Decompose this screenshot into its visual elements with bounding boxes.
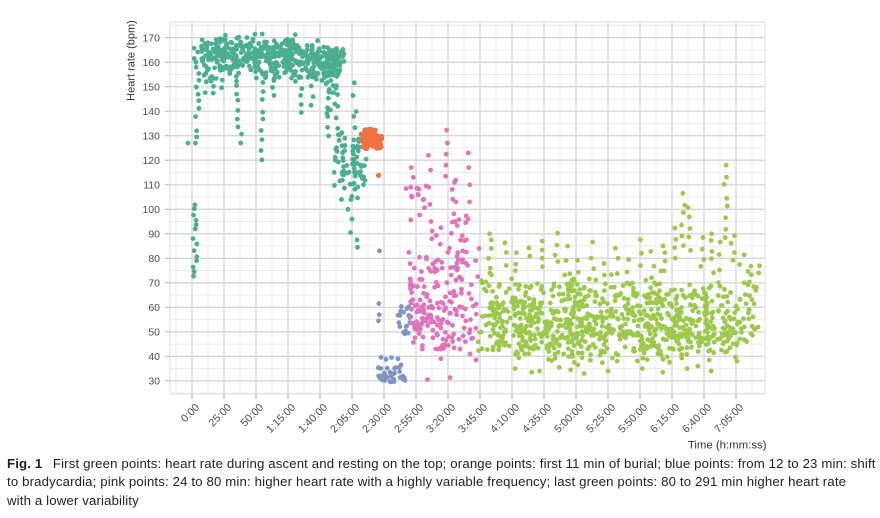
svg-text:140: 140 [142, 106, 160, 118]
svg-text:5:25:00: 5:25:00 [584, 402, 618, 436]
svg-text:25:00: 25:00 [207, 402, 235, 430]
svg-text:3:20:00: 3:20:00 [424, 402, 458, 436]
svg-text:2:55:00: 2:55:00 [392, 402, 426, 436]
svg-text:Time (h:mm:ss): Time (h:mm:ss) [688, 440, 767, 452]
svg-text:160: 160 [142, 57, 160, 69]
svg-text:4:35:00: 4:35:00 [520, 402, 554, 436]
svg-text:2:30:00: 2:30:00 [360, 402, 394, 436]
svg-text:50: 50 [148, 326, 160, 338]
svg-text:1:15:00: 1:15:00 [264, 402, 298, 436]
svg-text:Heart rate (bpm): Heart rate (bpm) [126, 20, 138, 101]
svg-text:0:00: 0:00 [179, 402, 202, 425]
svg-text:120: 120 [142, 155, 160, 167]
svg-text:70: 70 [148, 277, 160, 289]
svg-text:1:40:00: 1:40:00 [296, 402, 330, 436]
svg-text:5:00:00: 5:00:00 [552, 402, 586, 436]
svg-text:30: 30 [148, 375, 160, 387]
svg-text:100: 100 [142, 204, 160, 216]
svg-text:50:00: 50:00 [239, 402, 267, 430]
svg-text:6:15:00: 6:15:00 [648, 402, 682, 436]
svg-text:80: 80 [148, 253, 160, 265]
svg-text:5:50:00: 5:50:00 [616, 402, 650, 436]
svg-text:2:05:00: 2:05:00 [328, 402, 362, 436]
svg-text:60: 60 [148, 302, 160, 314]
svg-text:130: 130 [142, 130, 160, 142]
svg-text:170: 170 [142, 32, 160, 44]
svg-text:110: 110 [143, 179, 160, 191]
svg-text:90: 90 [148, 228, 160, 240]
svg-text:40: 40 [148, 351, 160, 363]
svg-text:7:05:00: 7:05:00 [712, 402, 746, 436]
svg-text:3:45:00: 3:45:00 [456, 402, 490, 436]
svg-text:6:40:00: 6:40:00 [680, 402, 714, 436]
svg-text:150: 150 [142, 81, 160, 93]
svg-text:4:10:00: 4:10:00 [488, 402, 522, 436]
